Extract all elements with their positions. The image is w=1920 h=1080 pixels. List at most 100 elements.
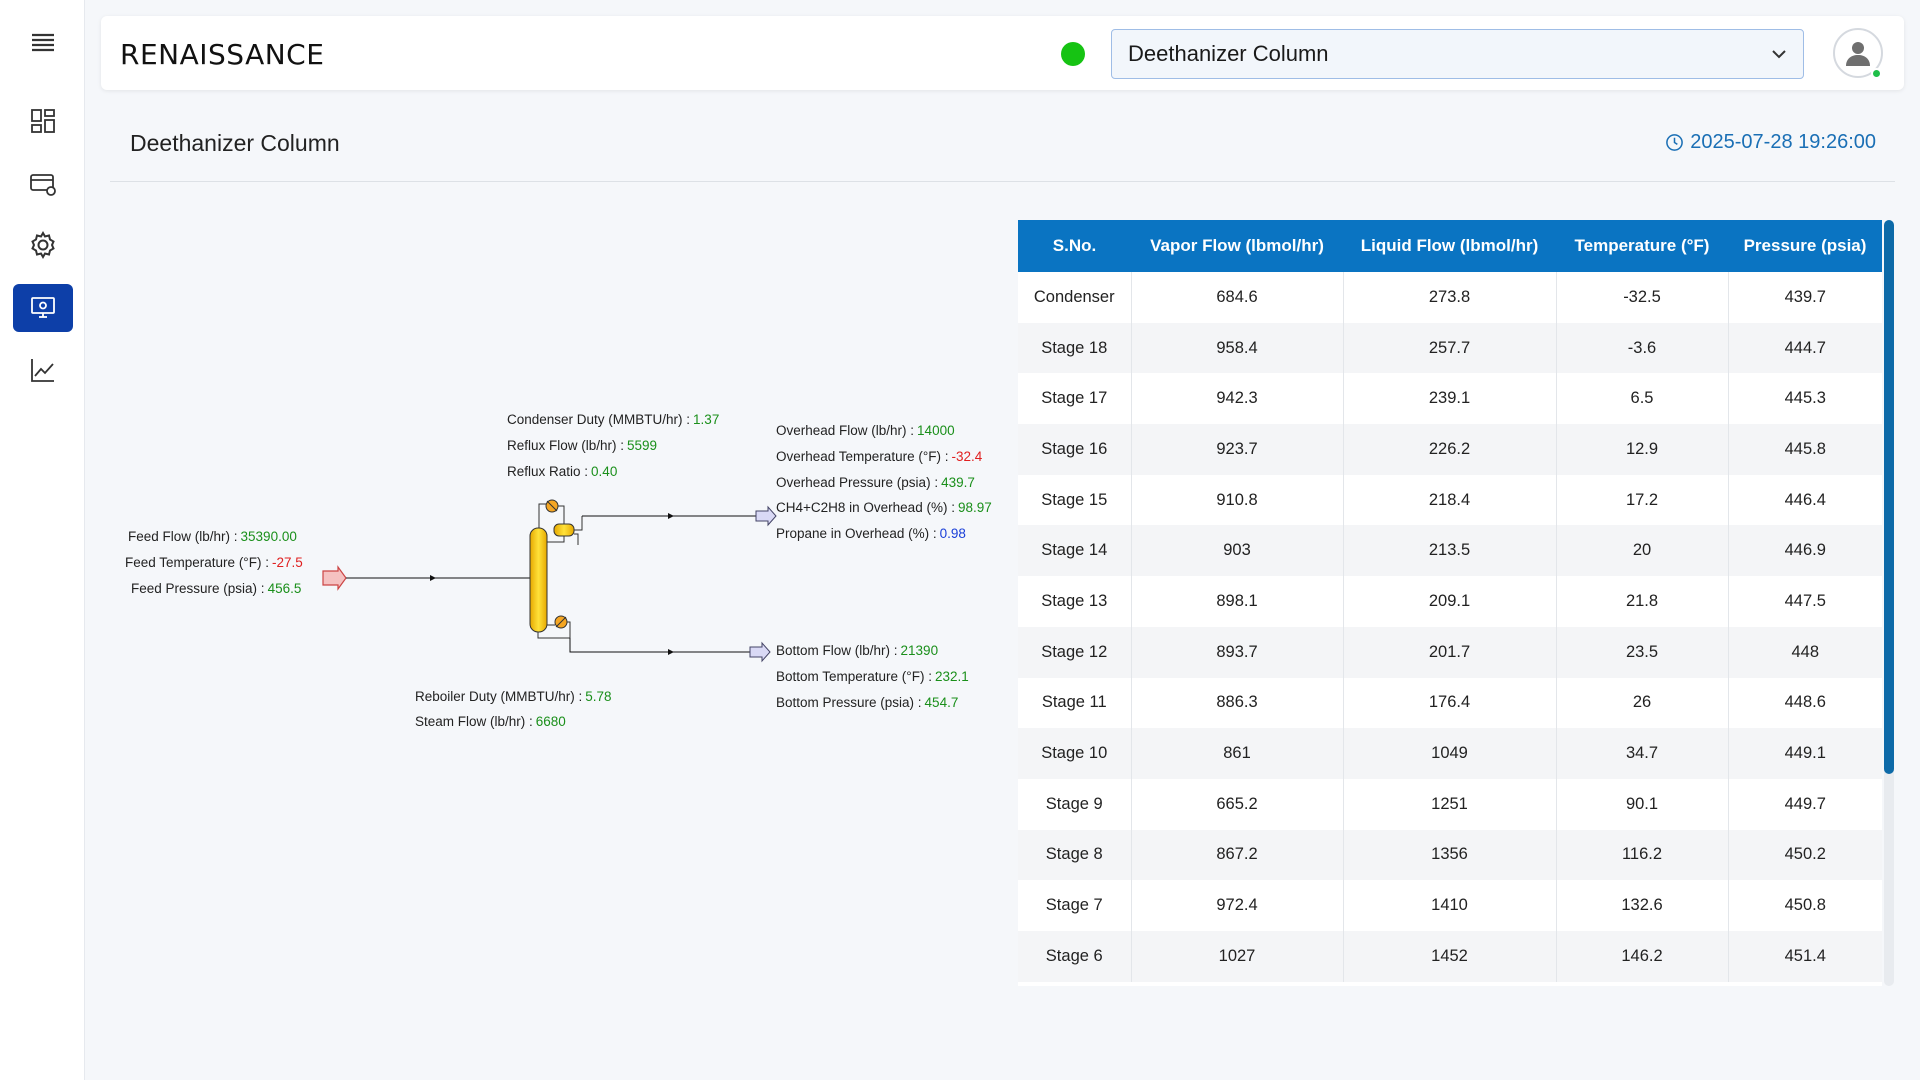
reflux-ratio-label: Reflux Ratio :0.40 [507,464,618,479]
status-indicator [1061,42,1085,66]
bottom-temp-label: Bottom Temperature (°F) :232.1 [776,669,969,684]
table-cell: 445.3 [1728,373,1882,425]
table-cell: 201.7 [1343,626,1557,678]
table-cell: 12.9 [1556,424,1729,475]
table-cell: 449.1 [1728,728,1882,779]
table-cell: 1251 [1343,778,1557,830]
table-row: Stage 11 886.3 176.4 26 448.6 [1018,677,1882,729]
table-cell: Stage 15 [1018,474,1132,526]
table-cell: 1410 [1343,880,1557,931]
table-scroll-thumb[interactable] [1884,220,1894,774]
timestamp: 2025-07-28 19:26:00 [1665,131,1876,154]
table-cell: 90.1 [1556,778,1729,830]
chevron-down-icon [1772,50,1786,59]
monitor-icon[interactable] [13,284,73,332]
table-cell: 684.6 [1131,272,1344,323]
table-row: Stage 12 893.7 201.7 23.5 448 [1018,626,1882,678]
table-cell: 450.2 [1728,829,1882,881]
sidebar [0,0,85,1080]
condenser-duty-label: Condenser Duty (MMBTU/hr) :1.37 [507,412,720,427]
table-cell: 449.7 [1728,778,1882,830]
table-row: Stage 18 958.4 257.7 -3.6 444.7 [1018,322,1882,374]
dashboard-icon[interactable] [13,97,73,145]
col-header-temperature: Temperature (°F) [1556,220,1728,272]
table-cell: 1452 [1343,930,1557,982]
trend-chart-icon[interactable] [13,346,73,394]
table-cell: 132.6 [1556,880,1729,931]
online-indicator [1871,68,1882,79]
table-row: Stage 17 942.3 239.1 6.5 445.3 [1018,373,1882,425]
table-cell: 448 [1728,626,1882,678]
overhead-arrow-icon [755,505,777,527]
table-cell: 444.7 [1728,322,1882,374]
table-cell: 213.5 [1343,525,1557,577]
table-cell: 893.7 [1131,626,1344,678]
table-cell: 886.3 [1131,677,1344,729]
table-row: Stage 16 923.7 226.2 12.9 445.8 [1018,424,1882,475]
bottom-arrow-icon [749,641,771,663]
table-cell: 17.2 [1556,474,1729,526]
bottom-flow-label: Bottom Flow (lb/hr) :21390 [776,643,939,658]
table-cell: Condenser [1018,272,1132,323]
table-cell: Stage 11 [1018,677,1132,729]
table-cell: 146.2 [1556,930,1729,982]
table-cell: Stage 17 [1018,373,1132,425]
table-cell: 445.8 [1728,424,1882,475]
table-cell: Stage 13 [1018,576,1132,627]
col-header-liquid: Liquid Flow (lbmol/hr) [1343,220,1556,272]
top-header: RENAISSANCE Deethanizer Column [101,16,1904,90]
table-cell: 273.8 [1343,272,1557,323]
table-row: Stage 8 867.2 1356 116.2 450.2 [1018,829,1882,881]
table-cell: 1356 [1343,829,1557,881]
table-cell: Stage 16 [1018,424,1132,475]
reboiler-duty-label: Reboiler Duty (MMBTU/hr) :5.78 [415,689,612,704]
timestamp-value: 2025-07-28 19:26:00 [1690,131,1876,153]
table-cell: 446.4 [1728,474,1882,526]
divider [110,181,1895,182]
table-row: Stage 15 910.8 218.4 17.2 446.4 [1018,474,1882,526]
table-cell: 1027 [1131,930,1344,982]
gear-icon[interactable] [13,221,73,269]
table-cell: Stage 10 [1018,728,1132,779]
distillation-column [529,527,548,633]
table-cell: Stage 9 [1018,778,1132,830]
table-cell: 257.7 [1343,322,1557,374]
table-row: Condenser 684.6 273.8 -32.5 439.7 [1018,272,1882,323]
menu-icon[interactable] [13,18,73,66]
col-header-pressure: Pressure (psia) [1728,220,1882,272]
table-cell: Stage 6 [1018,930,1132,982]
bottom-pressure-label: Bottom Pressure (psia) :454.7 [776,695,959,710]
table-row: Stage 9 665.2 1251 90.1 449.7 [1018,778,1882,830]
table-cell: 6.5 [1556,373,1729,425]
table-cell: 20 [1556,525,1729,577]
propane-label: Propane in Overhead (%) :0.98 [776,526,966,541]
table-cell: Stage 14 [1018,525,1132,577]
overhead-flow-label: Overhead Flow (lb/hr) :14000 [776,423,955,438]
table-cell: Stage 8 [1018,829,1132,881]
table-cell: 218.4 [1343,474,1557,526]
clock-icon [1666,134,1684,151]
table-row: Stage 14 903 213.5 20 446.9 [1018,525,1882,577]
page-title: Deethanizer Column [130,130,340,156]
column-schematic [322,499,777,663]
user-icon [1846,42,1870,66]
table-header-row: S.No. Vapor Flow (lbmol/hr) Liquid Flow … [1018,220,1882,272]
table-cell: Stage 7 [1018,880,1132,931]
stage-table: S.No. Vapor Flow (lbmol/hr) Liquid Flow … [1018,220,1882,986]
table-cell: 958.4 [1131,322,1344,374]
table-cell: 910.8 [1131,474,1344,526]
table-cell: 448.6 [1728,677,1882,729]
feed-flow-label: Feed Flow (lb/hr) :35390.00 [128,529,297,544]
steam-flow-label: Steam Flow (lb/hr) :6680 [415,714,566,729]
table-cell: Stage 12 [1018,626,1132,678]
feed-temp-label: Feed Temperature (°F) : -27.5 [125,555,303,570]
table-cell: -3.6 [1556,322,1729,374]
table-cell: 21.8 [1556,576,1729,627]
unit-selector[interactable]: Deethanizer Column [1111,29,1804,79]
reflux-flow-label: Reflux Flow (lb/hr) :5599 [507,438,658,453]
table-cell: 903 [1131,525,1344,577]
brand-logo: RENAISSANCE [120,38,325,71]
table-cell: 439.7 [1728,272,1882,323]
table-cell: 26 [1556,677,1729,729]
card-settings-icon[interactable] [13,160,73,208]
